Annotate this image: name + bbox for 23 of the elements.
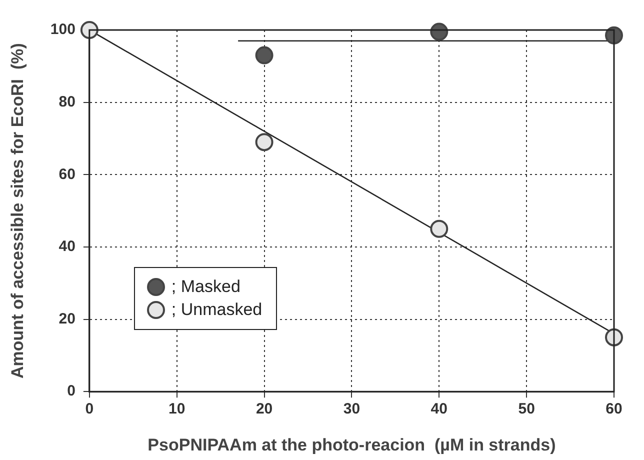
y-tick-label: 40: [58, 238, 76, 256]
point: [430, 22, 448, 41]
y-tick-label: 20: [58, 310, 76, 328]
y-tick-label: 0: [67, 382, 76, 400]
point: [80, 21, 98, 39]
y-axis-title: Amount of accessible sites for EcoRI (%): [8, 43, 27, 378]
x-tick-label: 0: [85, 400, 94, 418]
y-tick-label: 60: [58, 166, 76, 183]
point: [605, 328, 623, 346]
point: [255, 46, 274, 64]
y-tick-label: 80: [58, 93, 76, 110]
x-tick-label: 10: [168, 400, 186, 418]
x-tick-label: 30: [343, 400, 360, 418]
legend-label: ; Unmasked: [171, 300, 262, 320]
x-tick-label: 60: [606, 400, 622, 418]
x-tick-label: 20: [256, 400, 273, 418]
x-axis-title: PsoPNIPAAm at the photo-reacion (µM in strands): [148, 435, 556, 454]
x-tick-label: 50: [518, 400, 535, 418]
point: [430, 220, 448, 238]
y-tick-label: 100: [50, 21, 76, 38]
point: [255, 133, 274, 152]
legend-label: ; Masked: [171, 276, 240, 297]
x-tick-label: 40: [430, 400, 448, 418]
